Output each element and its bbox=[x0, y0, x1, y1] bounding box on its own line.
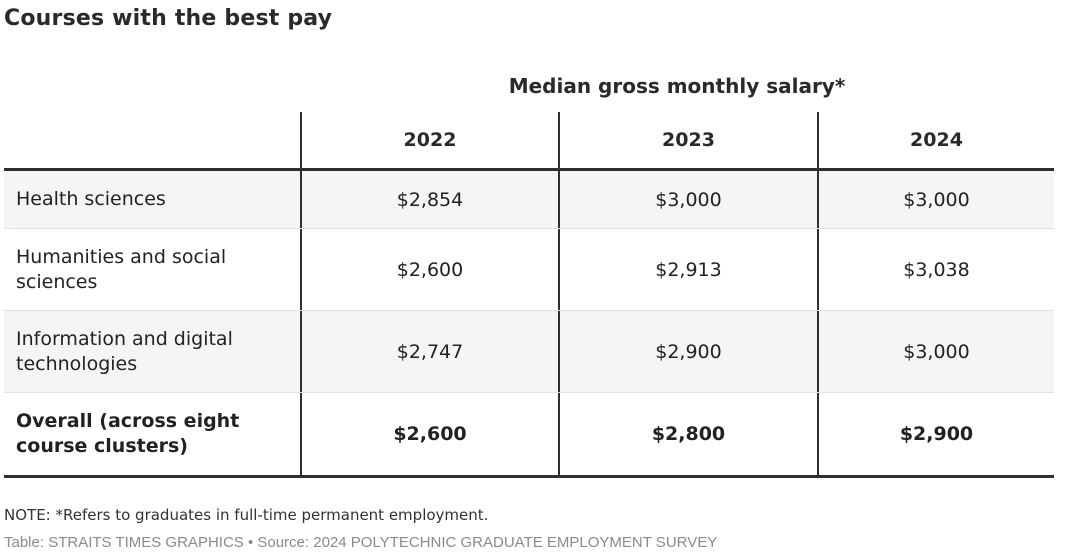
table-row: Health sciences $2,854 $3,000 $3,000 bbox=[4, 171, 1054, 228]
salary-table: 2022 2023 2024 Health sciences $2,854 $3… bbox=[4, 112, 1054, 478]
value-cell: $3,038 bbox=[817, 229, 1054, 310]
table-row: Humanities and social sciences $2,600 $2… bbox=[4, 228, 1054, 310]
value-cell: $3,000 bbox=[817, 171, 1054, 228]
column-header-2023: 2023 bbox=[558, 112, 817, 168]
value-cell: $2,600 bbox=[300, 229, 558, 310]
value-cell: $3,000 bbox=[558, 171, 817, 228]
column-header-2022: 2022 bbox=[300, 112, 558, 168]
row-label: Overall (across eight course clusters) bbox=[16, 410, 240, 457]
header-empty-cell bbox=[4, 112, 300, 168]
value-cell: $2,747 bbox=[300, 311, 558, 392]
row-label: Health sciences bbox=[16, 188, 166, 210]
column-header-2024: 2024 bbox=[817, 112, 1054, 168]
value-cell: $2,854 bbox=[300, 171, 558, 228]
chart-title: Courses with the best pay bbox=[4, 6, 333, 31]
row-label: Humanities and social sciences bbox=[16, 245, 227, 293]
column-group-header: Median gross monthly salary* bbox=[508, 74, 846, 98]
table-header-row: 2022 2023 2024 bbox=[4, 112, 1054, 171]
value-cell: $2,900 bbox=[817, 393, 1054, 475]
table-total-row: Overall (across eight course clusters) $… bbox=[4, 392, 1054, 478]
value-cell: $3,000 bbox=[817, 311, 1054, 392]
value-cell: $2,800 bbox=[558, 393, 817, 475]
value-cell: $2,913 bbox=[558, 229, 817, 310]
source-credit: Table: STRAITS TIMES GRAPHICS • Source: … bbox=[4, 534, 718, 551]
value-cell: $2,900 bbox=[558, 311, 817, 392]
footnote: NOTE: *Refers to graduates in full-time … bbox=[4, 506, 489, 524]
row-label: Information and digital technologies bbox=[16, 327, 233, 375]
value-cell: $2,600 bbox=[300, 393, 558, 475]
table-row: Information and digital technologies $2,… bbox=[4, 310, 1054, 392]
